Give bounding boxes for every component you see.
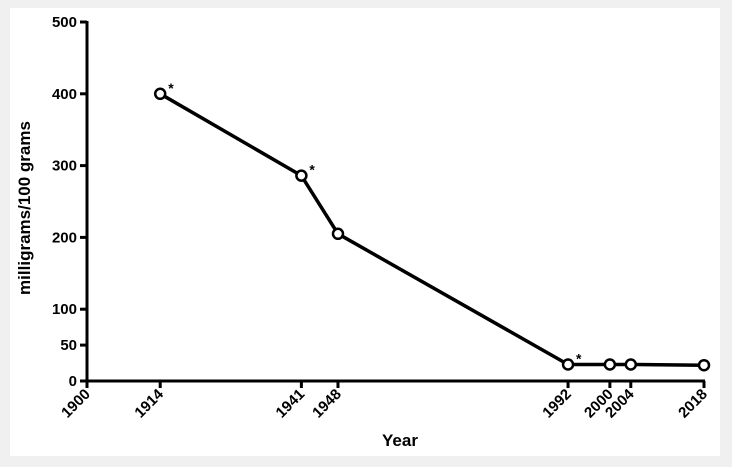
x-tick-label: 2018 [675, 386, 711, 422]
series-line [159, 92, 705, 367]
y-axis-title: milligrams/100 grams [15, 121, 34, 295]
x-tick-label: 1941 [273, 386, 309, 422]
y-tick-label: 100 [52, 301, 77, 318]
x-axis-title: Year [382, 431, 418, 450]
chart-panel: 0 50 100 200 300 400 500 1900 1914 1941 1948 1992 2… [10, 8, 720, 456]
axes [85, 21, 705, 383]
series: * * * [153, 80, 711, 372]
y-tick-label: 300 [52, 158, 77, 175]
data-point [561, 358, 575, 371]
data-point [153, 87, 167, 101]
data-point [603, 358, 617, 371]
data-point [624, 358, 638, 371]
y-tick-label: 500 [52, 14, 77, 31]
x-tick-label: 1948 [309, 386, 345, 422]
x-tick-label: 1992 [539, 386, 575, 422]
line-chart: 0 50 100 200 300 400 500 1900 1914 1941 1948 1992 2… [15, 14, 711, 450]
y-tick-label: 50 [60, 337, 77, 354]
data-point [295, 169, 308, 182]
data-point [331, 227, 345, 241]
point-annotation: * [576, 350, 582, 366]
y-ticks: 0 50 100 200 300 400 500 [52, 14, 87, 390]
y-tick-label: 400 [52, 86, 77, 103]
point-annotation: * [309, 162, 315, 178]
y-tick-label: 0 [69, 373, 77, 390]
x-tick-label: 1914 [131, 385, 167, 421]
x-tick-label: 1900 [58, 386, 94, 422]
point-annotation: * [168, 80, 174, 96]
data-point [697, 358, 711, 372]
y-tick-label: 200 [52, 229, 77, 246]
